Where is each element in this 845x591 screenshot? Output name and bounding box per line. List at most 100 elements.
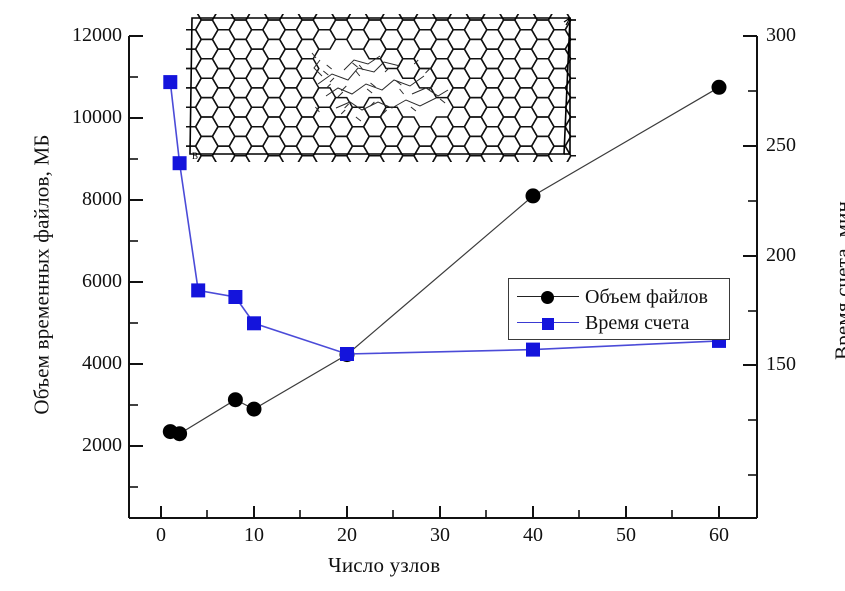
data-series-layer [162, 75, 727, 442]
defect-tick [370, 82, 376, 88]
hex-cell [480, 14, 505, 31]
inset-cell-box [189, 17, 571, 155]
defect-tick [366, 88, 373, 94]
defect-tick [358, 64, 364, 71]
hex-cell [186, 48, 203, 70]
hex-cell [245, 14, 270, 31]
defect-tick [329, 77, 335, 83]
defect-tick [381, 109, 388, 116]
defect-tick [322, 70, 329, 76]
axis-bottom-major-ticks [160, 506, 720, 518]
hex-cell [446, 14, 471, 31]
inset-axis-arrow-icon [563, 17, 571, 26]
hex-cell [564, 96, 576, 118]
axis-right-minor-ticks [748, 90, 757, 476]
chart-legend[interactable]: Объем файлов Время счета [508, 278, 730, 340]
legend-item-time[interactable]: Время счета [517, 310, 721, 336]
legend-label-volume: Объем файлов [585, 286, 708, 308]
xtick-label-60: 60 [709, 524, 729, 546]
hex-cell [278, 14, 303, 31]
hex-cell [295, 58, 320, 79]
xtick-label-0: 0 [156, 524, 166, 546]
hex-cell [312, 14, 337, 31]
data-point-time-40 [526, 342, 540, 357]
defect-tick [326, 64, 333, 70]
hex-cell [564, 38, 576, 60]
data-point-time-8 [228, 290, 243, 304]
defect-strand-2 [335, 97, 437, 111]
hex-cell [379, 14, 404, 31]
defect-tick [413, 59, 419, 65]
defect-strand-1 [325, 75, 425, 97]
hex-cell [513, 14, 539, 31]
defect-tick [355, 116, 362, 122]
hex-cell [186, 106, 203, 128]
hex-cell [345, 14, 371, 31]
hex-cell [186, 28, 203, 50]
defect-tick [399, 88, 404, 95]
defect-tick [428, 85, 434, 91]
axis-bottom-minor-ticks [206, 510, 673, 518]
defect-tick [425, 67, 431, 74]
data-point-volume-2 [172, 426, 188, 442]
defect-tick [395, 80, 402, 86]
hex-cell [186, 125, 203, 147]
defect-strand-0 [317, 61, 401, 85]
y2tick-label-200: 200 [766, 244, 796, 266]
ytick-label-4000: 4000 [82, 352, 122, 374]
y2tick-label-250: 250 [766, 134, 796, 156]
defect-tick [315, 106, 320, 113]
defect-strand-5 [411, 87, 449, 97]
ytick-label-12000: 12000 [72, 24, 122, 46]
data-point-volume-8 [227, 392, 243, 408]
hex-lattice-svg [186, 14, 576, 162]
defect-tick [410, 106, 417, 112]
hex-cell [564, 77, 576, 99]
data-point-time-10 [247, 316, 261, 331]
defect-strand-4 [313, 59, 323, 77]
data-point-volume-40 [525, 188, 541, 204]
legend-item-volume[interactable]: Объем файлов [517, 284, 721, 310]
data-point-volume-10 [246, 401, 262, 417]
legend-marker-circle-icon [517, 288, 579, 306]
data-point-time-1 [163, 75, 178, 90]
inset-caption-label: B [192, 151, 199, 161]
y2tick-label-150: 150 [766, 353, 796, 375]
series-line-time [169, 82, 720, 355]
defect-tick [311, 52, 317, 59]
data-point-time-2 [172, 156, 187, 171]
hex-cell [186, 87, 203, 109]
y2tick-label-300: 300 [766, 24, 796, 46]
y-axis-title-right: Время счета, мин [830, 200, 845, 361]
y-axis-title-left: Объем временных файлов, МБ [29, 134, 54, 415]
hex-cell [564, 135, 576, 157]
xtick-label-30: 30 [430, 524, 450, 546]
data-point-volume-60 [711, 79, 727, 95]
hex-cell [413, 14, 438, 31]
defect-tick [384, 67, 390, 73]
data-point-time-20 [340, 347, 354, 361]
axis-left-major-ticks [129, 35, 143, 447]
defect-tick [439, 98, 446, 104]
xtick-label-20: 20 [337, 524, 357, 546]
xtick-label-10: 10 [244, 524, 264, 546]
ytick-label-10000: 10000 [72, 106, 122, 128]
ytick-label-2000: 2000 [82, 434, 122, 456]
ytick-label-6000: 6000 [82, 270, 122, 292]
axis-right-major-ticks [743, 35, 757, 366]
defect-tick [352, 62, 358, 68]
hex-cell [566, 155, 576, 162]
defect-tick [355, 70, 361, 77]
xtick-label-40: 40 [523, 524, 543, 546]
hex-cell [186, 67, 203, 89]
hex-cell [211, 14, 236, 31]
defect-tick [340, 109, 346, 115]
defect-tick [340, 85, 347, 92]
legend-label-time: Время счета [585, 312, 690, 334]
defect-tick [337, 91, 344, 98]
defect-tick [344, 103, 349, 109]
hex-cell [564, 19, 576, 41]
defect-tick [326, 83, 331, 89]
